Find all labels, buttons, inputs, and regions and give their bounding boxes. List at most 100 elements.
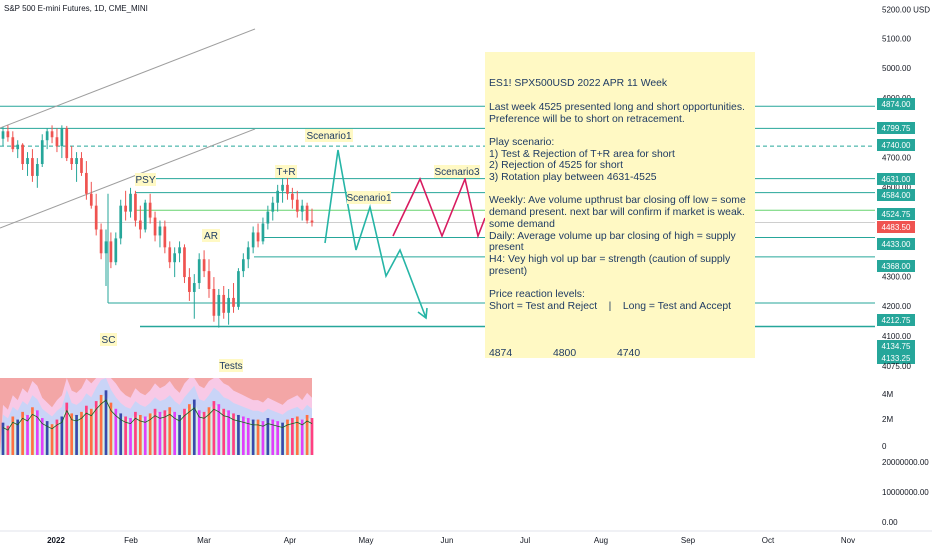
volume-bar [246,418,250,455]
candle-body [300,205,304,212]
candle-body [188,277,191,292]
price-label-bg [877,340,915,352]
volume-bar [178,414,181,455]
time-axis-label: Oct [762,536,775,545]
volume-bar [183,408,186,455]
time-axis-label: Jul [520,536,530,545]
price-label: 4799.75 [882,124,911,133]
price-axis-tick: 5000.00 [882,64,911,73]
note-line [489,184,751,196]
price-label-bg [877,314,915,326]
candle-body [89,193,93,206]
price-label-bg [877,352,915,364]
volume-bar [261,421,265,455]
candle-body [241,259,245,272]
volume-bar [212,401,216,455]
candle-body [99,229,103,254]
volume-bar [55,419,59,455]
note-line [489,312,751,324]
price-label: 4874.00 [882,100,911,109]
price-axis-tick: 4600.00 [882,183,911,192]
note-line: ES1! SPX500USD 2022 APR 11 Week [489,78,668,90]
note-line [489,90,751,102]
volume-axis-tick: 2M [882,415,893,424]
price-label-bg [877,238,915,250]
volume-bar [168,407,172,455]
note-line: H4: Vey high vol up bar = strength (caut… [489,253,734,277]
price-label: 4483.50 [882,223,911,232]
candle-body [114,238,118,263]
volume-bar [276,421,280,455]
scenario3-path [392,176,486,239]
candle-body [21,144,24,165]
price-label: 4134.75 [882,342,911,351]
candle-body [163,226,167,248]
candle-body [178,247,181,254]
volume-bar [31,407,34,455]
note-line [489,125,751,137]
tr-label-bg [275,165,297,178]
candle-body [6,131,10,138]
price-label-bg [877,173,915,185]
oscillator-axis-tick: 0.00 [882,518,898,527]
volume-bar [40,418,44,455]
price-label-bg [877,139,915,151]
scenario3-label-bg [434,165,480,178]
time-axis-label: Nov [841,536,855,545]
candle-body [26,158,29,165]
volume-bar [114,408,118,455]
price-axis-tick: 4075.00 [882,362,911,371]
oscillator-axis-tick: 20000000.00 [882,458,929,467]
price-label: 4740.00 [882,141,911,150]
note-line: Weekly: Ave volume upthrust bar closing … [489,195,749,230]
volume-bar [21,411,24,455]
volume-bar [143,416,147,455]
price-label-bg [877,208,915,220]
volume-bar [300,419,304,455]
candle-body [232,297,235,307]
channel-lower-line [0,128,256,229]
volume-bar [134,411,137,455]
candle-body [143,202,147,230]
note-line: 1) Test & Rejection of T+R area for shor… [489,148,675,160]
note-line: 2) Rejection of 4525 for short [489,160,623,172]
note-level-value: 4740 [617,347,641,359]
price-label-bg [877,122,915,134]
volume-bar [119,413,123,455]
volume-bar [75,414,78,455]
volume-bar [80,411,83,455]
volume-bar [6,425,10,455]
candle-body [138,220,142,230]
volume-bar [202,411,206,455]
volume-bar [217,404,221,455]
price-label-bg [877,221,915,233]
scenario3-label: Scenario3 [434,167,479,178]
candle-body [295,199,299,212]
candle-body [256,232,260,242]
time-axis-label: Feb [124,536,138,545]
volume-bar [251,419,255,455]
volume-bar [222,408,226,455]
price-axis-tick: 5100.00 [882,35,911,44]
price-label: 4631.00 [882,175,911,184]
time-axis-label: Mar [197,536,211,545]
candle-body [271,202,275,212]
candle-body [237,271,240,307]
price-axis-tick: 4300.00 [882,272,911,281]
volume-bar [197,410,201,455]
volume-bar [153,408,157,455]
candle-body [94,205,98,230]
scenario1-label-mid-bg [347,191,391,204]
time-axis-label: Apr [284,536,297,545]
candle-body [109,241,113,263]
symbol-title: S&P 500 E-mini Futures, 1D, CME_MINI [4,4,148,13]
volume-bar [286,419,289,455]
candle-body [148,202,152,218]
candle-body [65,128,69,159]
tr-label: T+R [276,167,295,178]
channel-upper-line [0,28,256,129]
price-label: 4584.00 [882,191,911,200]
price-label: 4368.00 [882,262,911,271]
candle-body [11,137,15,150]
